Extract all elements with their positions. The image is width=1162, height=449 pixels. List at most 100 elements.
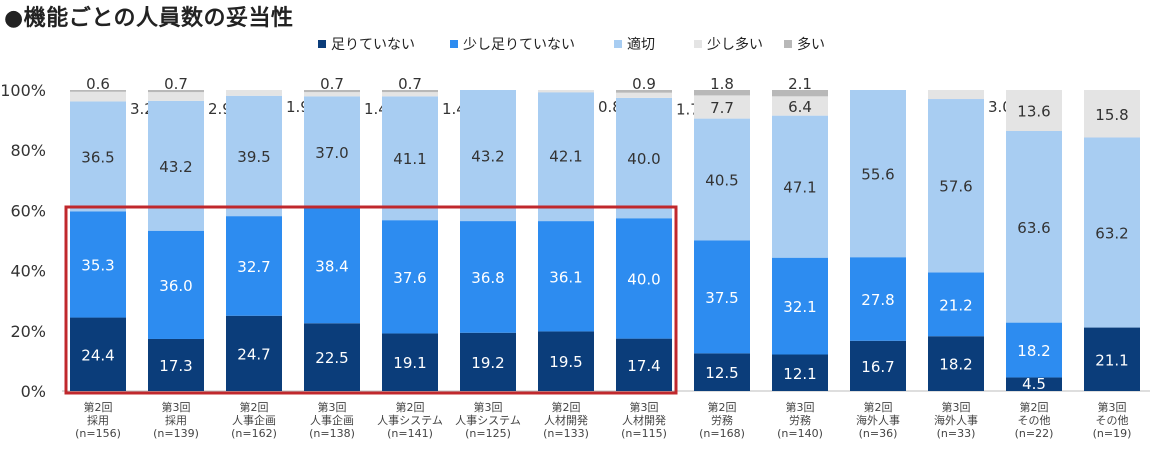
bar-segment [70,90,126,92]
bar-segment [148,92,204,101]
x-category-label: (n=22) [1015,427,1054,440]
x-category-label: 人事システム [455,414,521,427]
x-category-label: 第2回 [864,400,893,414]
bar-segment [772,257,828,355]
data-label: 3.2 [130,100,154,118]
x-category-label: (n=36) [859,427,898,440]
data-label: 35.3 [81,256,114,274]
bar-segment [70,211,126,318]
x-category-label: 人事企画 [232,413,276,427]
bar-segment [694,95,750,119]
data-label: 27.8 [861,291,894,309]
bar-segment [850,340,906,391]
bar-segment [928,336,984,391]
data-label: 32.7 [237,258,270,276]
x-category-label: 第2回 [708,400,737,414]
x-category-label: (n=140) [777,427,823,440]
x-category-label: 人材開発 [544,413,588,427]
bar-segment [538,90,594,222]
x-category-label: 第3回 [318,400,347,414]
bar-segment [694,118,750,241]
bar-segment [148,90,204,93]
x-category-label: 第2回 [1020,400,1049,414]
data-label: 57.6 [939,178,972,196]
x-category-label: 海外人事 [934,413,978,427]
bar-segment [226,216,282,316]
bar-segment [1006,322,1062,378]
data-label: 7.7 [710,99,734,117]
data-label: 37.5 [705,289,738,307]
bar-segment [850,257,906,341]
x-category-label: (n=115) [621,427,667,440]
x-category-label: (n=19) [1093,427,1132,440]
data-label: 1.9 [286,98,310,116]
x-category-label: 労務 [789,413,811,427]
data-label: 43.2 [471,148,504,166]
bar-segment [1084,90,1140,138]
data-label: 55.6 [861,166,894,184]
bar-segment [850,90,906,258]
bar-segment [1006,377,1062,391]
data-label: 16.7 [861,358,894,376]
bar-segment [1006,130,1062,323]
data-label: 1.4 [364,100,388,118]
bar-segment [772,90,828,97]
bar-segment [382,96,438,221]
x-category-label: その他 [1018,414,1051,427]
legend-swatch [694,40,702,48]
x-category-label: 第2回 [240,400,269,414]
data-label: 17.4 [627,357,660,375]
bar-segment [538,90,594,93]
y-tick-label: 100% [0,81,46,100]
bar-segment [616,218,672,339]
data-label: 40.0 [627,270,660,288]
bar-segment [694,90,750,96]
x-category-label: (n=138) [309,427,355,440]
x-category-label: (n=162) [231,427,277,440]
data-label: 63.6 [1017,219,1050,237]
bar-segment [460,221,516,333]
bar-segment [772,115,828,258]
x-category-label: 第3回 [1098,400,1127,414]
data-label: 40.0 [627,150,660,168]
y-tick-label: 40% [10,262,46,281]
x-category-label: 第3回 [786,400,815,414]
data-label: 0.9 [632,75,656,93]
data-label: 36.1 [549,268,582,286]
bar-segment [304,323,360,391]
x-category-label: 採用 [165,413,187,427]
data-label: 12.1 [783,365,816,383]
x-category-label: 第2回 [396,400,425,414]
data-label: 18.2 [939,356,972,374]
data-label: 0.6 [86,75,110,93]
data-label: 37.6 [393,269,426,287]
x-category-label: 第2回 [84,400,113,414]
data-label: 4.5 [1022,375,1046,393]
data-label: 36.0 [159,277,192,295]
data-label: 19.1 [393,354,426,372]
bar-segment [226,95,282,217]
y-tick-label: 80% [10,141,46,160]
legend-label: 少し足りていない [463,37,575,53]
chart-title: ●機能ごとの人員数の妥当性 [4,6,294,31]
legend-swatch [450,40,458,48]
bar-segment [1084,137,1140,328]
data-label: 63.2 [1095,225,1128,243]
data-label: 40.5 [705,172,738,190]
bar-segment [928,90,984,100]
x-category-label: 労務 [711,413,733,427]
bar-segment [1084,327,1140,391]
x-category-label: (n=141) [387,427,433,440]
legend-label: 適切 [627,36,655,53]
bar-segment [304,207,360,324]
x-category-label: 第3回 [162,400,191,414]
data-label: 15.8 [1095,106,1128,124]
highlight-box [64,205,678,395]
bar-segment [694,353,750,391]
data-label: 12.5 [705,364,738,382]
data-label: 1.8 [710,75,734,93]
data-label: 1.7 [676,101,700,119]
bar-segment [148,338,204,391]
data-label: 2.9 [208,100,232,118]
